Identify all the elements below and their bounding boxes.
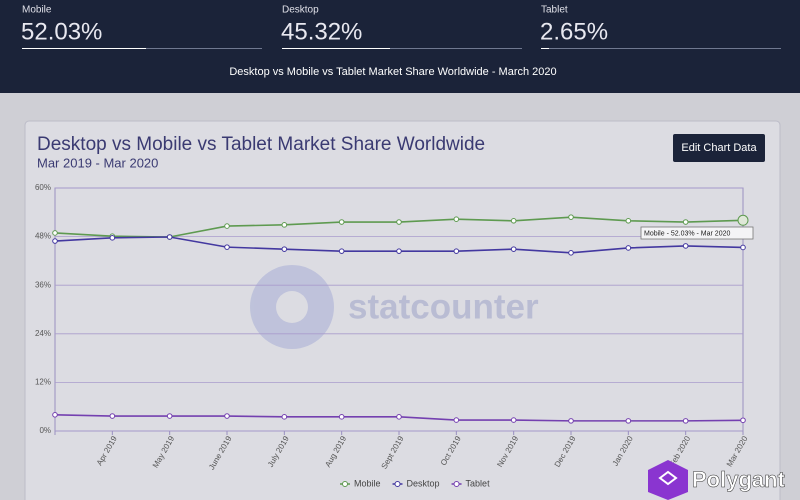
y-tick-label: 24% xyxy=(35,329,51,338)
y-tick-label: 12% xyxy=(35,378,51,387)
watermark-logo xyxy=(276,291,308,323)
point xyxy=(682,219,689,225)
underline xyxy=(541,48,781,49)
y-tick-label: 48% xyxy=(35,232,51,241)
legend-marker xyxy=(394,481,401,487)
point xyxy=(224,244,230,250)
brand-name: Polygant xyxy=(692,467,786,492)
point xyxy=(568,214,574,220)
stat: Desktop 45.32% xyxy=(281,5,522,49)
point xyxy=(396,248,402,254)
point xyxy=(281,222,288,228)
button-label[interactable]: Edit Chart Data xyxy=(681,142,757,154)
point xyxy=(338,219,345,225)
tooltip-text: Mobile - 52.03% - Mar 2020 xyxy=(644,230,730,237)
chart-subtitle: Mar 2019 - Mar 2020 xyxy=(37,155,158,170)
stat-value: 2.65% xyxy=(540,18,608,45)
point xyxy=(737,214,749,226)
card xyxy=(24,120,781,500)
stat-label: Tablet xyxy=(541,5,568,16)
legend-marker xyxy=(453,481,460,487)
point xyxy=(396,219,402,225)
y-tick-label: 36% xyxy=(35,280,51,289)
point xyxy=(224,223,230,229)
underline xyxy=(282,48,522,49)
underline xyxy=(541,48,549,49)
point xyxy=(338,414,345,420)
legend: Mobile Desktop Tablet xyxy=(340,478,490,488)
edit-button[interactable] xyxy=(673,134,765,162)
point xyxy=(682,243,689,249)
point xyxy=(52,412,58,418)
header xyxy=(0,0,800,93)
tooltip xyxy=(640,226,754,240)
point xyxy=(625,245,632,251)
point xyxy=(109,235,116,241)
underline xyxy=(282,48,390,49)
header-subtitle: Desktop vs Mobile vs Tablet Market Share… xyxy=(229,66,556,78)
point xyxy=(740,244,746,251)
point xyxy=(281,246,288,252)
point xyxy=(453,417,460,423)
point xyxy=(166,234,173,240)
point xyxy=(224,413,230,419)
point xyxy=(740,417,746,424)
stat-label: Mobile xyxy=(22,5,52,16)
point xyxy=(166,413,173,419)
point xyxy=(396,414,402,420)
point xyxy=(510,218,517,224)
point xyxy=(453,216,460,222)
point xyxy=(625,418,632,424)
stat-value: 52.03% xyxy=(21,18,102,45)
point xyxy=(52,238,58,244)
brand: Polygant xyxy=(648,460,786,500)
point xyxy=(568,418,574,424)
watermark-text: statcounter xyxy=(348,287,539,326)
stat-value: 45.32% xyxy=(281,18,362,45)
point xyxy=(52,230,58,236)
chart-title: Desktop vs Mobile vs Tablet Market Share… xyxy=(37,134,485,155)
point xyxy=(510,246,517,252)
legend-marker xyxy=(342,481,348,487)
point xyxy=(510,417,517,423)
point xyxy=(682,418,689,424)
point xyxy=(281,414,288,420)
point xyxy=(625,218,632,224)
point xyxy=(109,413,116,419)
legend-label: Tablet xyxy=(466,478,491,488)
brand-logo xyxy=(658,470,678,486)
point xyxy=(338,248,345,254)
stat-label: Desktop xyxy=(282,5,319,16)
legend-label: Desktop xyxy=(407,478,440,488)
legend-label: Mobile xyxy=(354,478,381,488)
stat: Mobile 52.03% xyxy=(21,5,262,49)
y-tick-label: 0% xyxy=(39,426,51,435)
underline xyxy=(22,48,146,49)
y-tick-label: 60% xyxy=(35,183,51,192)
point xyxy=(453,248,460,254)
brand-logo xyxy=(648,460,688,500)
point xyxy=(568,250,574,256)
stat: Tablet 2.65% xyxy=(540,5,781,49)
watermark: statcounter xyxy=(250,265,539,349)
